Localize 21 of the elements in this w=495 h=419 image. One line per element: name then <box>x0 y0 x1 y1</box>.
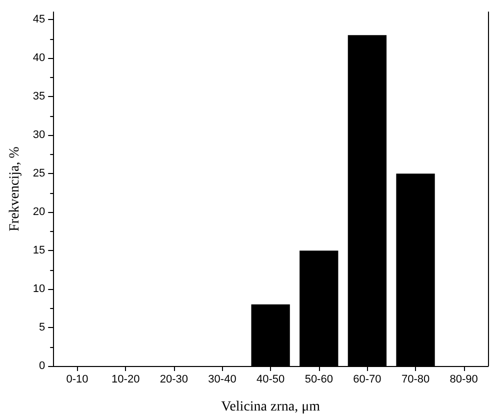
x-tick-label: 80-90 <box>450 374 478 386</box>
x-axis-title: Velicina zrna, μm <box>221 400 320 414</box>
x-tick-label: 30-40 <box>208 374 236 386</box>
y-tick-label: 15 <box>32 244 46 257</box>
x-tick-label: 20-30 <box>160 374 188 386</box>
y-axis-title: Frekvencija, % <box>8 146 22 232</box>
x-tick-label: 70-80 <box>401 374 430 386</box>
y-tick-label: 40 <box>32 52 46 64</box>
y-tick-label: 45 <box>32 14 46 26</box>
y-tick-label: 30 <box>32 129 46 142</box>
y-tick-label: 35 <box>32 90 46 103</box>
y-tick-label: 20 <box>32 206 46 218</box>
y-tick-label: 0 <box>39 360 46 372</box>
x-tick-label: 0-10 <box>66 374 88 386</box>
y-tick-label: 25 <box>32 168 46 180</box>
y-tick-label: 10 <box>32 283 46 296</box>
x-tick-label: 40-50 <box>256 374 285 386</box>
x-tick-label: 10-20 <box>112 374 140 386</box>
y-tick-label: 5 <box>39 322 46 334</box>
x-tick-label: 50-60 <box>304 374 333 386</box>
x-tick-label: 60-70 <box>353 374 382 386</box>
